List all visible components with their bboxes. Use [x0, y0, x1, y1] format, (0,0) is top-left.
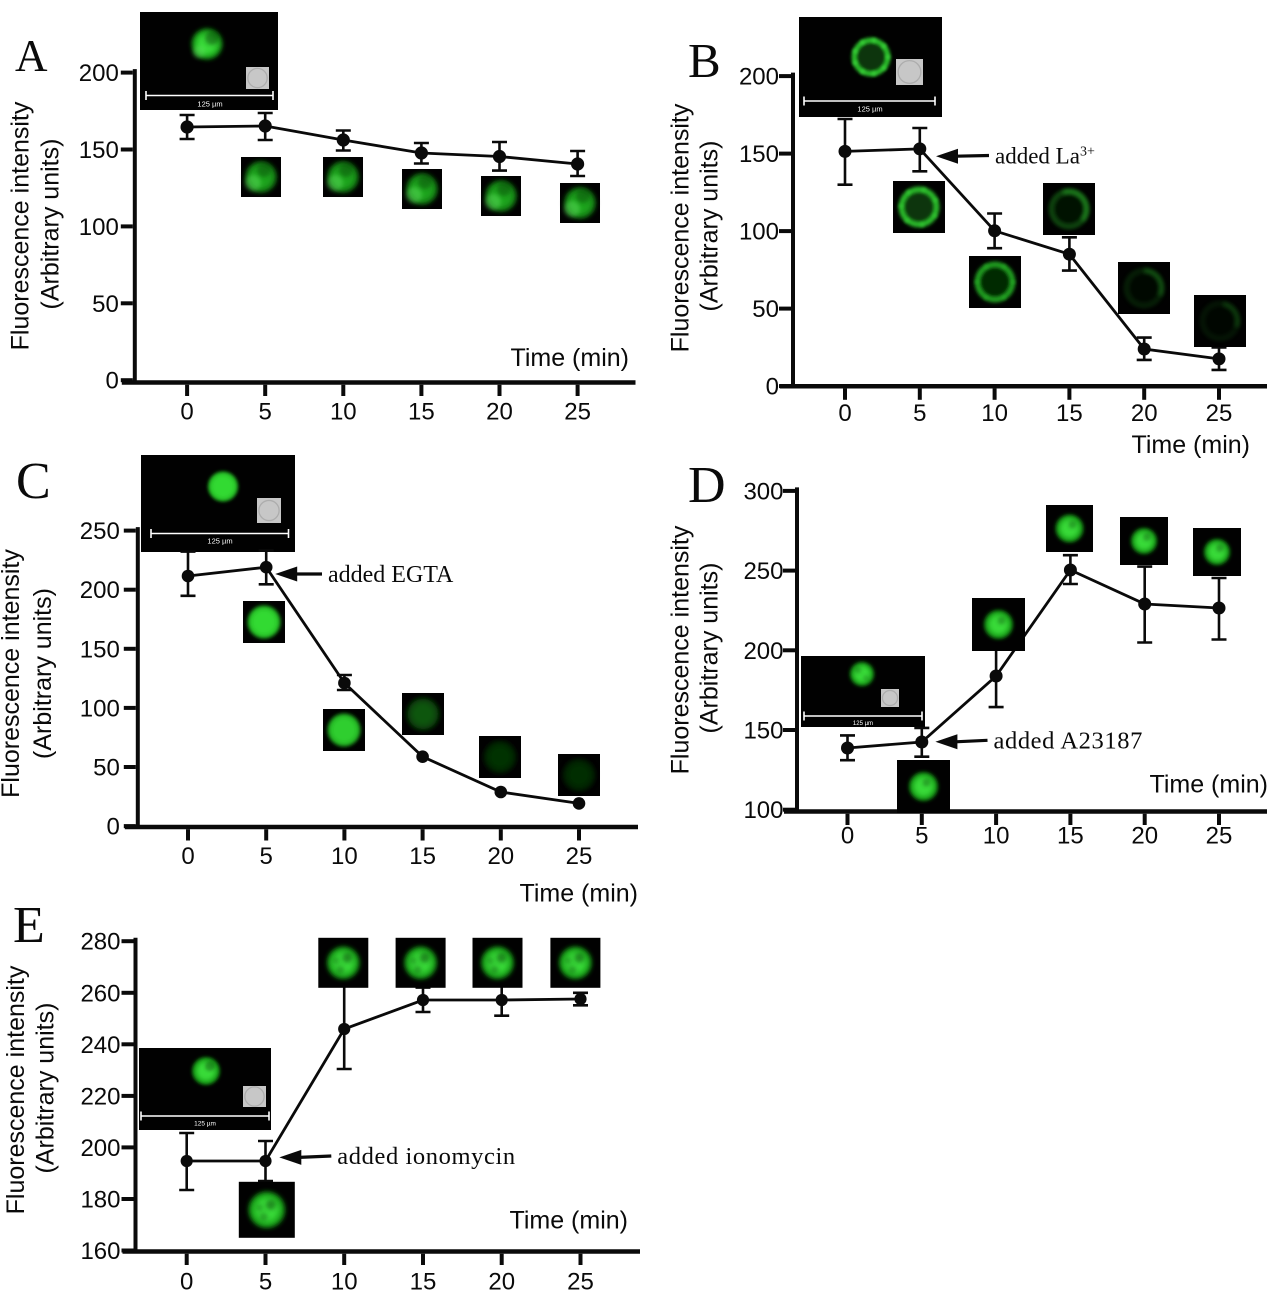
svg-text:(Arbitrary units): (Arbitrary units): [37, 139, 65, 310]
svg-text:100: 100: [79, 214, 119, 241]
svg-text:200: 200: [80, 1135, 120, 1162]
svg-text:5: 5: [260, 843, 273, 870]
svg-text:50: 50: [93, 755, 120, 782]
svg-text:100: 100: [743, 797, 783, 824]
svg-text:Fluorescence intensity: Fluorescence intensity: [0, 549, 25, 798]
svg-text:25: 25: [1206, 823, 1233, 850]
svg-text:0: 0: [106, 814, 119, 841]
svg-text:15: 15: [1056, 400, 1083, 427]
svg-text:E: E: [13, 897, 45, 954]
svg-text:250: 250: [80, 518, 120, 545]
svg-text:C: C: [16, 453, 51, 510]
svg-text:15: 15: [409, 843, 436, 870]
svg-text:20: 20: [488, 1268, 515, 1295]
svg-text:0: 0: [180, 399, 193, 426]
svg-text:150: 150: [739, 141, 779, 168]
svg-text:125 µm: 125 µm: [197, 100, 222, 109]
svg-text:280: 280: [80, 929, 120, 956]
svg-text:Time (min): Time (min): [519, 880, 638, 908]
svg-text:15: 15: [408, 399, 435, 426]
svg-text:125 µm: 125 µm: [853, 721, 873, 727]
svg-text:added EGTA: added EGTA: [328, 562, 454, 588]
svg-text:220: 220: [80, 1083, 120, 1110]
svg-text:B: B: [688, 33, 721, 88]
svg-text:15: 15: [1057, 823, 1084, 850]
svg-text:50: 50: [752, 296, 779, 323]
svg-text:added A23187: added A23187: [994, 727, 1143, 754]
svg-text:200: 200: [739, 64, 779, 91]
svg-text:Time (min): Time (min): [509, 1207, 628, 1235]
svg-text:240: 240: [80, 1032, 120, 1059]
svg-text:10: 10: [331, 843, 358, 870]
svg-text:150: 150: [80, 636, 120, 663]
svg-text:25: 25: [566, 843, 593, 870]
svg-text:20: 20: [1131, 400, 1158, 427]
svg-text:5: 5: [259, 399, 272, 426]
svg-text:15: 15: [410, 1268, 437, 1295]
svg-text:20: 20: [487, 843, 514, 870]
svg-text:0: 0: [841, 823, 854, 850]
svg-text:Fluorescence intensity: Fluorescence intensity: [667, 525, 695, 774]
svg-text:180: 180: [80, 1187, 120, 1214]
svg-text:A: A: [15, 31, 48, 81]
svg-text:125 µm: 125 µm: [207, 537, 232, 546]
svg-text:100: 100: [80, 695, 120, 722]
svg-text:Time (min): Time (min): [1131, 431, 1250, 459]
svg-text:10: 10: [330, 399, 357, 426]
svg-text:Time (min): Time (min): [1149, 771, 1268, 799]
svg-text:(Arbitrary units): (Arbitrary units): [696, 141, 724, 312]
svg-text:0: 0: [180, 1268, 193, 1295]
svg-text:(Arbitrary units): (Arbitrary units): [29, 588, 57, 759]
svg-text:150: 150: [743, 718, 783, 745]
svg-text:10: 10: [331, 1268, 358, 1295]
svg-text:50: 50: [92, 291, 119, 318]
svg-text:250: 250: [743, 558, 783, 585]
svg-text:0: 0: [181, 843, 194, 870]
svg-text:260: 260: [80, 980, 120, 1007]
svg-text:200: 200: [79, 60, 119, 87]
svg-text:10: 10: [981, 400, 1008, 427]
svg-text:125 µm: 125 µm: [194, 1121, 216, 1128]
svg-text:160: 160: [80, 1238, 120, 1265]
svg-text:5: 5: [259, 1268, 272, 1295]
svg-text:25: 25: [1206, 400, 1233, 427]
svg-text:300: 300: [743, 478, 783, 505]
svg-text:125 µm: 125 µm: [857, 105, 882, 114]
svg-text:0: 0: [766, 374, 779, 401]
svg-text:20: 20: [1131, 823, 1158, 850]
svg-text:0: 0: [105, 368, 118, 395]
svg-text:25: 25: [564, 399, 591, 426]
svg-text:added ionomycin: added ionomycin: [337, 1143, 515, 1170]
svg-text:D: D: [688, 457, 726, 514]
svg-text:Fluorescence intensity: Fluorescence intensity: [7, 101, 35, 350]
svg-text:200: 200: [80, 577, 120, 604]
svg-text:5: 5: [915, 823, 928, 850]
svg-text:Time (min): Time (min): [510, 344, 629, 372]
svg-text:10: 10: [983, 823, 1010, 850]
svg-text:150: 150: [79, 137, 119, 164]
svg-text:5: 5: [913, 400, 926, 427]
svg-text:Fluorescence intensity: Fluorescence intensity: [2, 965, 30, 1214]
svg-text:20: 20: [486, 399, 513, 426]
svg-text:25: 25: [567, 1268, 594, 1295]
svg-text:added La3+: added La3+: [995, 144, 1095, 169]
svg-text:200: 200: [743, 638, 783, 665]
svg-text:Fluorescence intensity: Fluorescence intensity: [667, 103, 695, 352]
svg-text:(Arbitrary units): (Arbitrary units): [696, 563, 724, 734]
svg-text:0: 0: [838, 400, 851, 427]
svg-text:(Arbitrary units): (Arbitrary units): [32, 1003, 60, 1174]
svg-text:100: 100: [739, 219, 779, 246]
